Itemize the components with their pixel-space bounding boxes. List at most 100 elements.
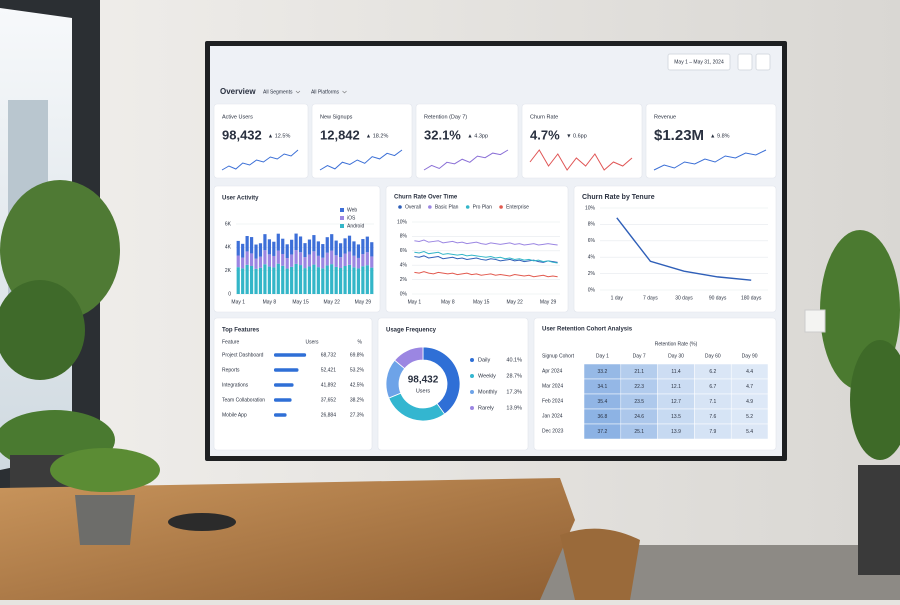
- cell-value: 4.4: [746, 369, 753, 375]
- cell-value: 6.2: [709, 369, 716, 375]
- legend-swatch: [340, 208, 344, 212]
- heat-cell: [730, 423, 769, 440]
- bar-segment: [258, 267, 263, 294]
- caret: [342, 90, 347, 94]
- bar-segment: [294, 250, 298, 264]
- bar-segment: [263, 264, 267, 294]
- bar-segment: [339, 257, 343, 268]
- bar-segment: [312, 264, 316, 294]
- bar-segment: [276, 250, 280, 264]
- bar-segment: [267, 266, 271, 294]
- x-tick-label: 1 day: [611, 295, 624, 301]
- legend-swatch: [470, 374, 474, 378]
- kpi-value: 98,432: [222, 127, 262, 142]
- bar-segment: [339, 267, 343, 294]
- users-count: 68,732: [321, 352, 337, 358]
- kpi-label: New Signups: [320, 114, 353, 120]
- y-tick-label: 6%: [588, 238, 596, 244]
- legend-label: Weekly: [478, 373, 496, 379]
- bar-segment: [249, 237, 254, 254]
- kpi-delta: ▲ 9.8%: [710, 133, 730, 139]
- y-tick-label: 4K: [225, 245, 232, 251]
- group-label: Retention Rate (%): [655, 341, 698, 347]
- column-header: Feature: [222, 339, 239, 345]
- bar-segment: [352, 255, 356, 268]
- kpi-value: 32.1%: [424, 127, 461, 142]
- column-header: %: [358, 339, 363, 345]
- bar-segment: [330, 264, 334, 294]
- bar-segment: [343, 238, 347, 254]
- row-header: Signup Cohort: [542, 353, 575, 359]
- bar-segment: [241, 257, 245, 269]
- bar-segment: [356, 244, 361, 258]
- users-count: 52,421: [321, 367, 337, 373]
- cell-value: 7.6: [709, 414, 716, 420]
- bar-segment: [312, 251, 316, 265]
- y-tick-label: 4%: [588, 255, 596, 261]
- bar-segment: [316, 241, 320, 256]
- cell-value: 25.1: [634, 429, 644, 435]
- kpi-label: Active Users: [222, 114, 253, 120]
- x-tick-label: 180 days: [741, 295, 762, 301]
- legend-label: Rarely: [478, 405, 494, 411]
- x-tick-label: May 22: [324, 299, 341, 305]
- x-tick-label: 30 days: [675, 295, 693, 301]
- bar-segment: [276, 233, 280, 251]
- bar-segment: [370, 256, 374, 268]
- x-tick-label: May 29: [355, 299, 372, 305]
- table-title: Top Features: [222, 328, 260, 334]
- chair: [560, 528, 640, 600]
- cell-value: 35.4: [598, 399, 608, 405]
- bar-segment: [263, 250, 267, 265]
- legend-label: Pro Plan: [473, 204, 492, 210]
- bar-segment: [356, 268, 361, 294]
- bar-segment: [298, 236, 303, 253]
- bar-segment: [258, 243, 263, 257]
- share-label: 27.3%: [350, 412, 365, 418]
- icon-button[interactable]: [755, 53, 771, 71]
- sparkline: [529, 149, 633, 171]
- filter[interactable]: All Segments: [263, 89, 293, 95]
- bar-segment: [272, 267, 276, 294]
- users-count: 37,652: [321, 397, 337, 403]
- bar-segment: [370, 242, 374, 257]
- y-tick-label: 2K: [225, 268, 232, 274]
- legend-swatch: [470, 390, 474, 394]
- x-tick-label: May 15: [292, 299, 309, 305]
- bar-segment: [361, 266, 365, 294]
- kpi-label: Revenue: [654, 114, 676, 120]
- bar-segment: [343, 266, 347, 294]
- bar-segment: [298, 265, 303, 294]
- filter[interactable]: All Platforms: [311, 89, 340, 95]
- bar-segment: [343, 253, 347, 266]
- x-tick-label: May 1: [231, 299, 245, 305]
- chart-title: Churn Rate by Tenure: [582, 194, 655, 201]
- date-button[interactable]: [667, 53, 731, 71]
- bar-segment: [285, 244, 289, 259]
- legend-value: 40.1%: [506, 357, 522, 363]
- speaker: [168, 513, 236, 531]
- bar-segment: [339, 243, 343, 258]
- y-tick-label: 0: [228, 291, 231, 297]
- share-label: 69.8%: [350, 352, 365, 358]
- icon-button[interactable]: [737, 53, 753, 71]
- feature-name: Reports: [222, 367, 240, 373]
- bar-segment: [361, 239, 365, 255]
- bar-segment: [307, 254, 312, 267]
- panel: [213, 103, 309, 179]
- line: [414, 239, 558, 246]
- bar-segment: [285, 268, 289, 294]
- kpi-delta: ▲ 12.5%: [268, 133, 291, 139]
- panel: [311, 103, 413, 179]
- feature-name: Team Collaboration: [222, 397, 265, 403]
- bar-segment: [272, 241, 276, 256]
- bar-segment: [294, 233, 298, 251]
- kpi-label: Retention (Day 7): [424, 114, 467, 120]
- legend-swatch: [340, 216, 344, 220]
- bar-segment: [347, 251, 352, 265]
- bar-segment: [290, 239, 294, 255]
- chart-title: User Activity: [222, 196, 259, 202]
- bar-segment: [352, 241, 356, 256]
